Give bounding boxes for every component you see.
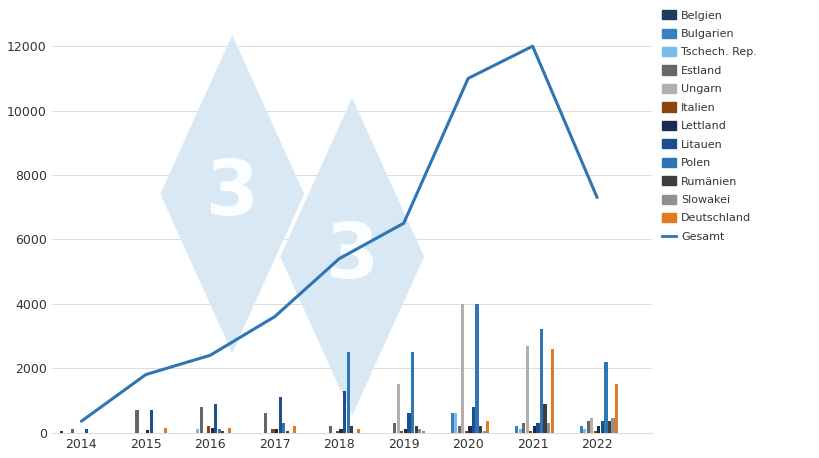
Legend: Belgien, Bulgarien, Tschech. Rep., Estland, Ungarn, Italien, Lettland, Litauen, : Belgien, Bulgarien, Tschech. Rep., Estla…	[657, 5, 761, 246]
Bar	[593, 431, 596, 432]
Bar	[196, 429, 199, 432]
Bar	[475, 304, 478, 432]
Bar	[396, 384, 400, 432]
Bar	[600, 421, 604, 432]
Text: 3: 3	[206, 157, 259, 231]
Bar	[221, 431, 224, 432]
Polygon shape	[160, 35, 304, 353]
Bar	[282, 423, 285, 432]
Bar	[135, 410, 138, 432]
Bar	[285, 431, 288, 432]
Bar	[85, 429, 88, 432]
Bar	[486, 421, 489, 432]
Bar	[410, 352, 414, 432]
Bar	[421, 431, 424, 432]
Bar	[536, 423, 539, 432]
Bar	[350, 426, 353, 432]
Bar	[407, 413, 410, 432]
Bar	[586, 421, 589, 432]
Bar	[532, 426, 536, 432]
Bar	[590, 418, 593, 432]
Bar	[292, 426, 296, 432]
Bar	[522, 423, 525, 432]
Bar	[461, 304, 464, 432]
Bar	[61, 431, 63, 432]
Bar	[210, 428, 214, 432]
Bar	[71, 429, 74, 432]
Bar	[450, 413, 453, 432]
Bar	[546, 423, 550, 432]
Polygon shape	[280, 98, 423, 416]
Bar	[418, 429, 421, 432]
Bar	[528, 431, 532, 432]
Bar	[518, 429, 521, 432]
Bar	[228, 428, 231, 432]
Bar	[539, 329, 542, 432]
Bar	[346, 352, 349, 432]
Bar	[596, 426, 600, 432]
Bar	[457, 426, 460, 432]
Bar	[274, 429, 278, 432]
Bar	[414, 426, 417, 432]
Bar	[278, 397, 281, 432]
Bar	[357, 429, 360, 432]
Bar	[614, 384, 618, 432]
Bar	[543, 403, 546, 432]
Bar	[514, 426, 518, 432]
Bar	[525, 346, 528, 432]
Bar	[607, 421, 610, 432]
Bar	[149, 410, 152, 432]
Bar	[464, 431, 468, 432]
Bar	[472, 407, 474, 432]
Bar	[582, 429, 586, 432]
Bar	[400, 431, 403, 432]
Bar	[454, 413, 457, 432]
Bar	[264, 413, 267, 432]
Bar	[342, 391, 346, 432]
Bar	[200, 407, 203, 432]
Bar	[336, 431, 338, 432]
Bar	[604, 362, 607, 432]
Bar	[328, 426, 332, 432]
Bar	[206, 426, 210, 432]
Bar	[164, 428, 167, 432]
Bar	[478, 426, 482, 432]
Bar	[217, 429, 220, 432]
Bar	[579, 426, 582, 432]
Bar	[393, 423, 396, 432]
Bar	[214, 403, 217, 432]
Bar	[404, 429, 406, 432]
Bar	[611, 418, 614, 432]
Bar	[271, 429, 274, 432]
Bar	[468, 426, 471, 432]
Bar	[146, 430, 149, 432]
Bar	[339, 429, 342, 432]
Bar	[482, 431, 485, 432]
Text: 3: 3	[325, 220, 378, 294]
Bar	[550, 349, 553, 432]
